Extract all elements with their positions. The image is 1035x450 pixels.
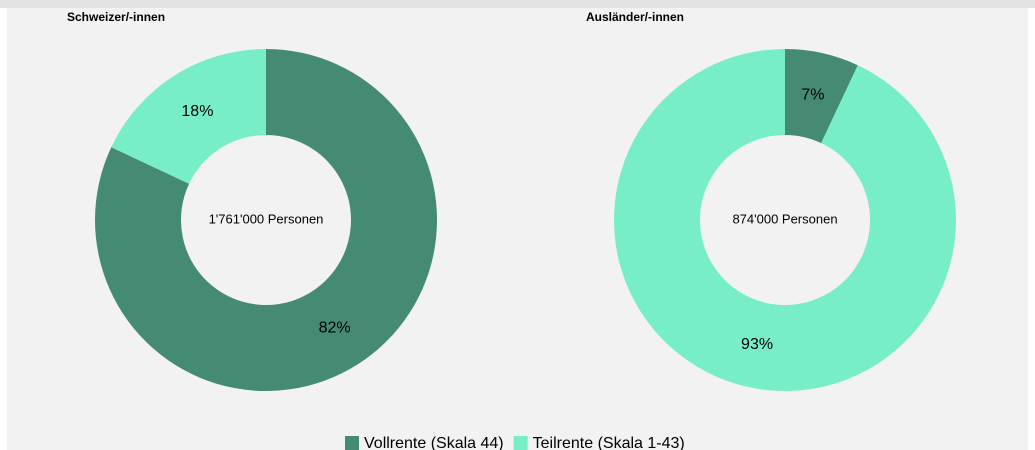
donut-slice [614, 49, 957, 392]
value-label: 18% [181, 103, 213, 120]
legend-swatch [345, 436, 359, 450]
value-label: 82% [319, 319, 351, 336]
top-band [0, 0, 1035, 8]
legend-label: Teilrente (Skala 1-43) [533, 435, 685, 450]
center-label: 1'761'000 Personen [209, 211, 324, 226]
chart-title: Ausländer/-innen [586, 10, 684, 24]
value-label: 93% [741, 336, 773, 353]
donut-slice [111, 49, 267, 184]
legend-label: Vollrente (Skala 44) [364, 435, 504, 450]
value-label: 7% [801, 86, 824, 103]
center-label: 874'000 Personen [732, 211, 837, 226]
donut-slice [785, 49, 858, 144]
donut-slice [95, 49, 438, 392]
chart-title: Schweizer/-innen [67, 10, 165, 24]
legend-swatch [513, 436, 528, 450]
